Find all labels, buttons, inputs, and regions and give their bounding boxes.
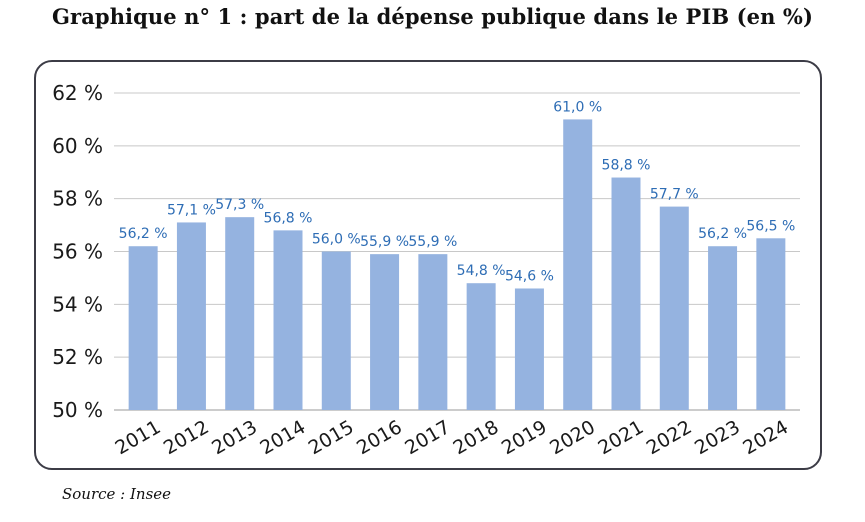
data-label-2016: 55,9 % bbox=[360, 234, 409, 250]
x-tick-label-2014: 2014 bbox=[256, 416, 309, 459]
bar-2014 bbox=[273, 230, 303, 410]
x-tick-label-2016: 2016 bbox=[353, 416, 406, 459]
bar-2013 bbox=[225, 217, 255, 410]
source-note: Source : Insee bbox=[62, 485, 172, 503]
bar-2020 bbox=[563, 119, 593, 411]
x-tick-label-2012: 2012 bbox=[160, 416, 213, 459]
y-tick-label: 58 % bbox=[52, 187, 103, 211]
bar-2024 bbox=[756, 238, 786, 410]
y-tick-label: 52 % bbox=[52, 345, 103, 369]
x-tick-label-2023: 2023 bbox=[691, 416, 744, 459]
x-tick-label-2017: 2017 bbox=[401, 416, 454, 459]
bar-2019 bbox=[514, 288, 544, 410]
bar-2023 bbox=[708, 246, 738, 410]
bar-2018 bbox=[466, 283, 496, 410]
data-label-2013: 57,3 % bbox=[215, 197, 264, 213]
bar-2022 bbox=[659, 206, 689, 410]
data-label-2024: 56,5 % bbox=[746, 218, 795, 234]
x-tick-label-2022: 2022 bbox=[643, 416, 696, 459]
data-label-2011: 56,2 % bbox=[119, 226, 168, 242]
x-tick-label-2013: 2013 bbox=[208, 416, 261, 459]
data-label-2018: 54,8 % bbox=[457, 263, 506, 279]
bar-2012 bbox=[176, 222, 206, 410]
x-tick-label-2024: 2024 bbox=[739, 416, 792, 459]
x-tick-label-2011: 2011 bbox=[112, 416, 165, 459]
data-label-2017: 55,9 % bbox=[408, 234, 457, 250]
bars bbox=[128, 119, 786, 411]
y-tick-label: 50 % bbox=[52, 398, 103, 422]
x-tick-label-2021: 2021 bbox=[594, 416, 647, 459]
y-tick-label: 54 % bbox=[52, 292, 103, 316]
y-axis-tick-labels: 50 % 52 % 54 % 56 % 58 % 60 % 62 % bbox=[52, 81, 103, 422]
data-label-2021: 58,8 % bbox=[602, 158, 651, 174]
data-label-2023: 56,2 % bbox=[698, 226, 747, 242]
x-axis-tick-labels: 2011201220132014201520162017201820192020… bbox=[112, 416, 793, 459]
bar-2016 bbox=[370, 254, 400, 410]
data-label-2022: 57,7 % bbox=[650, 187, 699, 203]
chart-title: Graphique n° 1 : part de la dépense publ… bbox=[52, 4, 813, 29]
grid-lines bbox=[114, 92, 800, 411]
x-tick-label-2019: 2019 bbox=[498, 416, 551, 459]
bar-2021 bbox=[611, 177, 641, 410]
data-label-2014: 56,8 % bbox=[264, 210, 313, 226]
data-label-2020: 61,0 % bbox=[553, 99, 602, 115]
y-tick-label: 56 % bbox=[52, 240, 103, 264]
bar-2015 bbox=[321, 251, 351, 410]
x-tick-label-2015: 2015 bbox=[305, 416, 358, 459]
data-label-2019: 54,6 % bbox=[505, 268, 554, 284]
y-tick-label: 62 % bbox=[52, 81, 103, 105]
y-tick-label: 60 % bbox=[52, 134, 103, 158]
data-label-2015: 56,0 % bbox=[312, 232, 361, 248]
bar-2011 bbox=[128, 246, 158, 410]
data-labels: 56,2 %57,1 % 57,3 %56,8 %56,0 % 55,9 % 55,9… bbox=[119, 99, 796, 284]
data-label-2012: 57,1 % bbox=[167, 202, 216, 218]
bar-2017 bbox=[418, 254, 448, 410]
x-tick-label-2020: 2020 bbox=[546, 416, 599, 459]
x-tick-label-2018: 2018 bbox=[450, 416, 503, 459]
